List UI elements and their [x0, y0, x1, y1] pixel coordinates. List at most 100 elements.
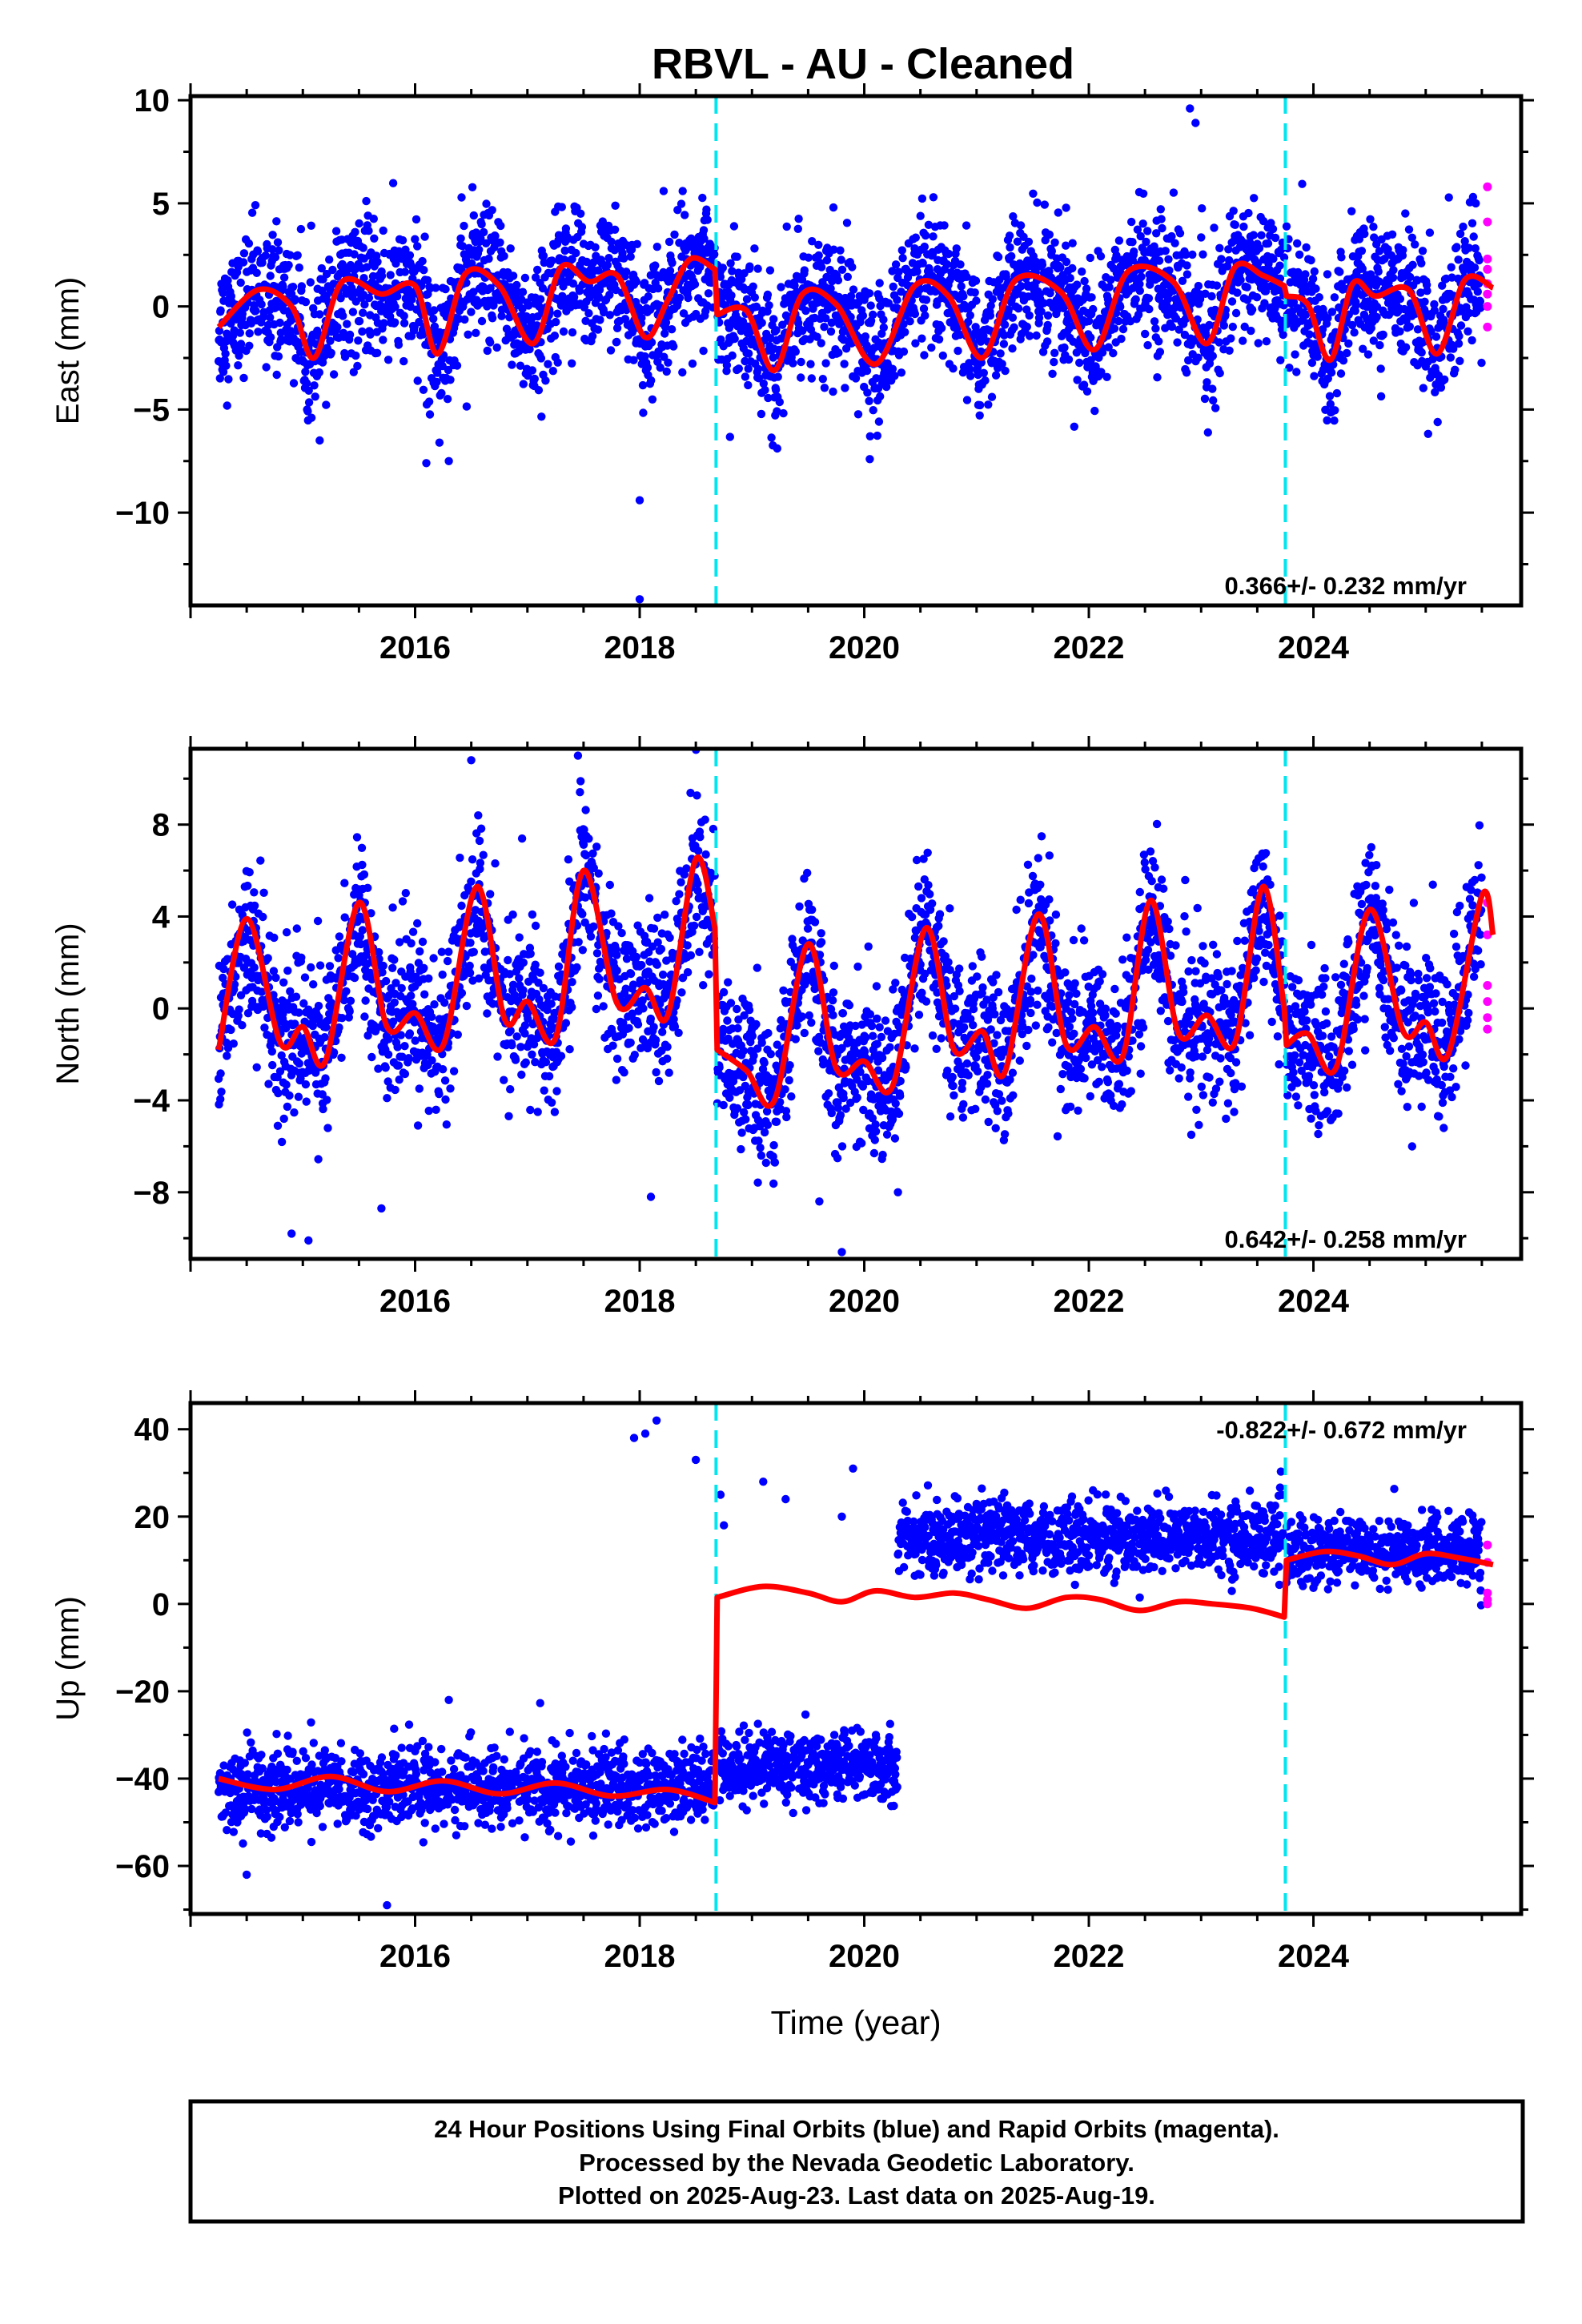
data-point [772, 326, 781, 335]
data-point [443, 956, 452, 966]
data-point [460, 221, 468, 231]
data-point [737, 1128, 746, 1137]
data-point [1079, 380, 1089, 389]
data-point [1048, 369, 1057, 378]
data-point [408, 927, 418, 936]
data-point [771, 385, 781, 394]
data-point [1369, 336, 1379, 345]
data-point [476, 858, 485, 867]
data-point [586, 932, 596, 941]
data-point [1007, 251, 1016, 261]
data-point [296, 1074, 305, 1083]
data-point [533, 1108, 542, 1116]
data-point [1271, 233, 1280, 243]
data-point [433, 368, 442, 377]
data-point [790, 281, 799, 290]
data-point [475, 836, 484, 846]
data-point [272, 370, 281, 380]
data-point [1295, 250, 1304, 259]
data-point [1269, 254, 1278, 263]
data-point [626, 1038, 635, 1047]
data-point [725, 1093, 734, 1103]
data-point [1087, 293, 1096, 302]
data-point [637, 960, 646, 970]
data-point [929, 232, 938, 241]
data-point [429, 954, 438, 963]
data-point [918, 259, 927, 267]
data-point [367, 909, 375, 918]
data-point [924, 220, 934, 229]
data-point [469, 947, 478, 957]
data-point [1131, 295, 1140, 304]
data-point [315, 310, 324, 319]
data-point [432, 377, 441, 387]
data-point [304, 386, 313, 395]
data-point [359, 870, 369, 879]
data-point [1066, 274, 1074, 283]
data-point [949, 364, 958, 373]
data-point [446, 376, 455, 384]
data-point [475, 974, 484, 983]
data-point [1452, 243, 1461, 251]
data-point [250, 901, 259, 911]
data-point [808, 237, 817, 246]
data-point [582, 257, 592, 267]
data-point [247, 208, 257, 217]
data-point [1302, 243, 1311, 252]
data-point [406, 302, 415, 312]
data-point [651, 1035, 661, 1044]
data-point [1182, 250, 1191, 259]
data-point [699, 981, 708, 990]
data-point [301, 1080, 311, 1089]
data-point [342, 987, 351, 996]
data-point [739, 1072, 748, 1082]
data-point [1143, 227, 1152, 235]
data-point [1127, 217, 1136, 227]
data-point [504, 955, 512, 965]
data-point [1138, 219, 1147, 228]
data-point [301, 297, 311, 307]
data-point [653, 283, 663, 293]
data-point [319, 1104, 327, 1114]
data-point [1257, 231, 1266, 239]
data-point [384, 1035, 393, 1043]
data-point [400, 1042, 409, 1051]
rapid-data-point [1483, 217, 1492, 227]
data-point [910, 309, 920, 319]
y-tick-label: 5 [152, 187, 170, 222]
data-point [1239, 336, 1247, 345]
data-point [444, 365, 453, 375]
data-point [917, 334, 926, 343]
data-point [1436, 383, 1446, 392]
data-point [282, 928, 291, 937]
data-point [446, 1084, 455, 1093]
data-point [549, 1015, 559, 1023]
data-point [580, 825, 588, 834]
data-point [670, 1022, 680, 1031]
data-point [1447, 263, 1456, 271]
data-point [862, 341, 871, 350]
data-point [340, 352, 350, 361]
data-point [962, 221, 971, 230]
data-point [400, 312, 408, 320]
data-point [1401, 209, 1410, 218]
data-point [588, 849, 597, 858]
data-point [701, 850, 710, 859]
data-point [540, 1086, 548, 1095]
data-point [1250, 194, 1259, 203]
data-point [285, 1091, 294, 1100]
data-point [1154, 256, 1164, 265]
data-point [1197, 233, 1206, 242]
data-point [1145, 304, 1154, 314]
data-point [289, 379, 299, 388]
data-point [216, 1095, 225, 1104]
data-point [1194, 281, 1203, 291]
data-point [1135, 286, 1145, 296]
data-point [467, 308, 476, 316]
data-point [442, 1120, 451, 1129]
data-point [705, 970, 713, 979]
data-point [568, 328, 577, 337]
data-point [1114, 316, 1123, 326]
data-point [528, 910, 537, 919]
data-point [234, 361, 243, 370]
